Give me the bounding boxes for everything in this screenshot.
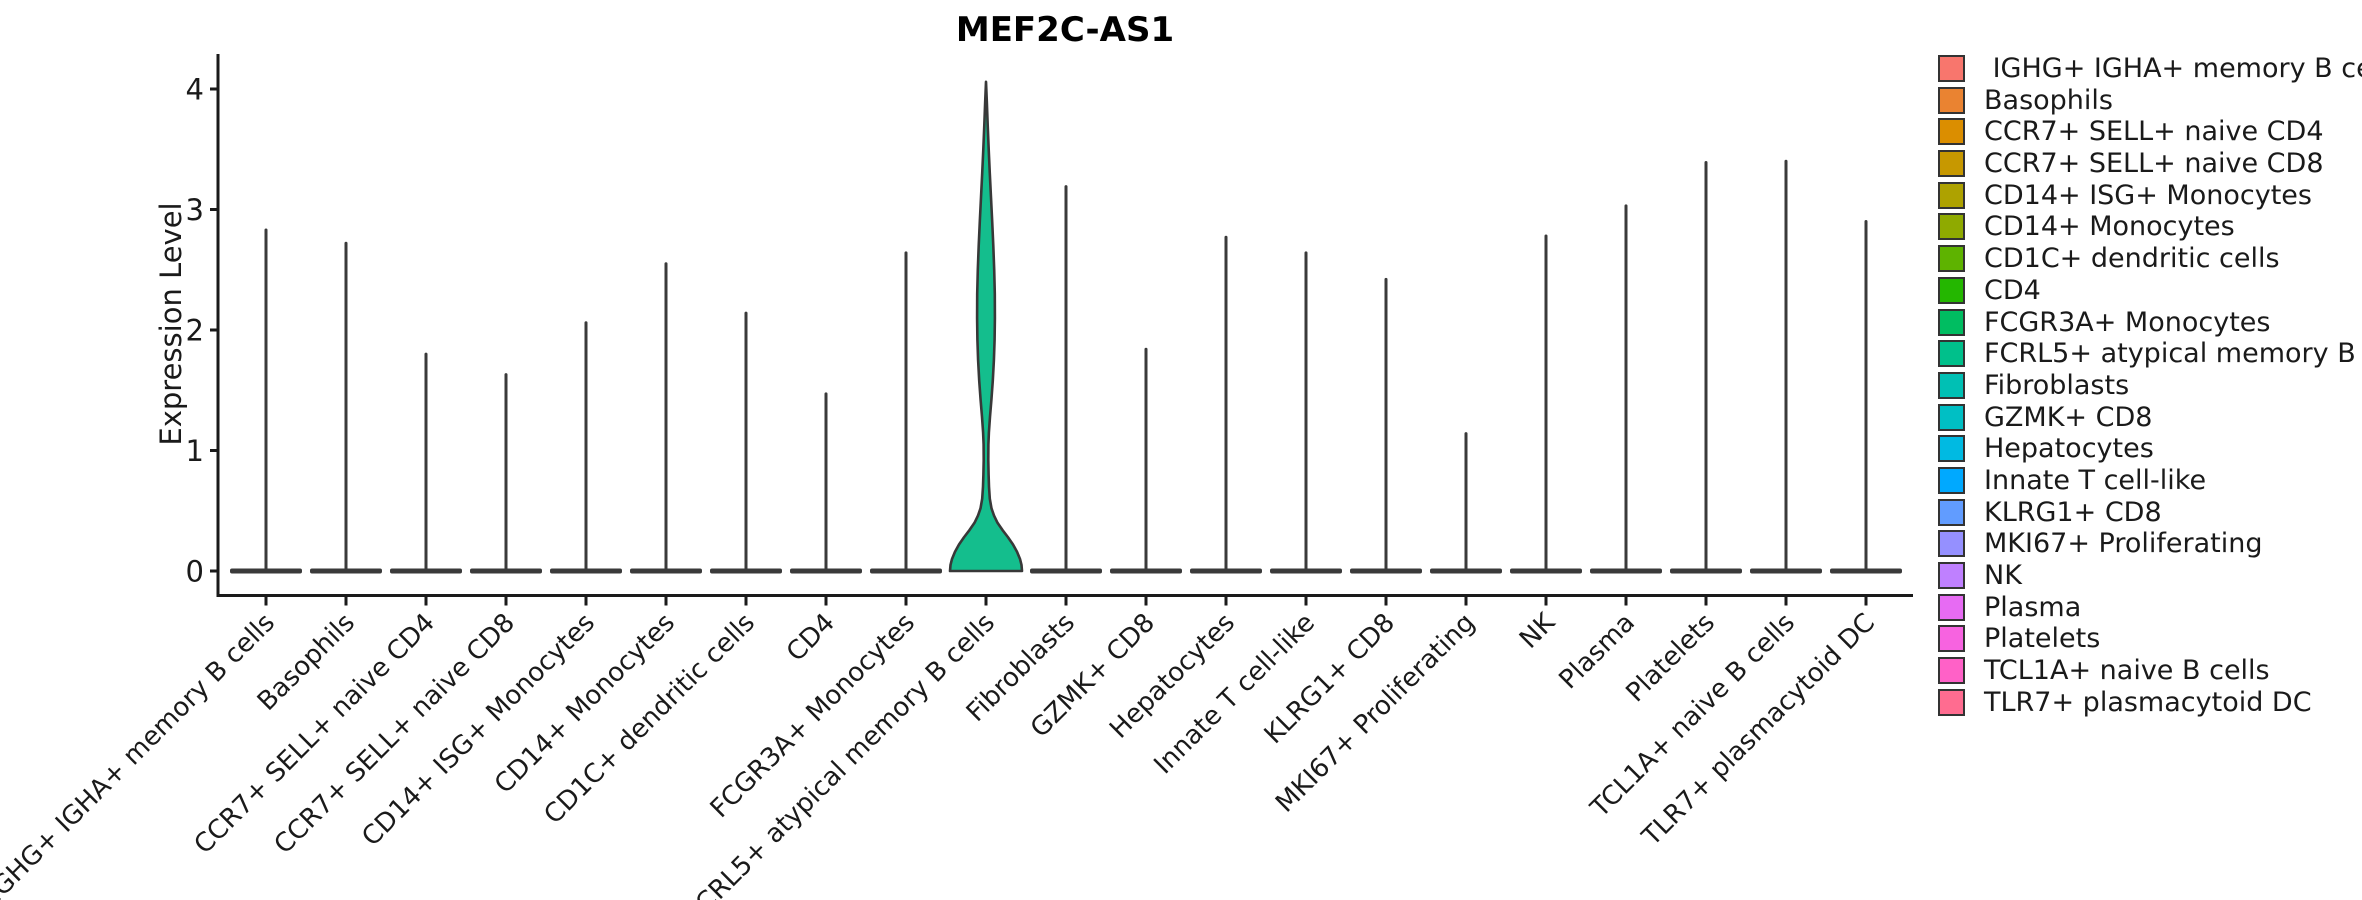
legend-swatch [1938, 86, 1965, 114]
y-tick-label: 4 [186, 72, 204, 106]
legend-label: CCR7+ SELL+ naive CD8 [1984, 148, 2324, 180]
legend-row: CCR7+ SELL+ naive CD8 [1938, 148, 2362, 180]
legend-swatch [1938, 466, 1965, 494]
legend-swatch [1938, 245, 1965, 273]
legend-swatch [1938, 276, 1965, 304]
x-tick-label: CD4 [781, 608, 841, 668]
legend-row: CD14+ ISG+ Monocytes [1938, 179, 2362, 211]
legend-swatch [1938, 181, 1965, 209]
legend-row: CD1C+ dendritic cells [1938, 243, 2362, 275]
legend-swatch [1938, 593, 1965, 621]
legend-label: CCR7+ SELL+ naive CD4 [1984, 116, 2324, 148]
legend-swatch [1938, 371, 1965, 399]
legend-swatch [1938, 340, 1965, 368]
legend-label: Innate T cell-like [1984, 464, 2207, 496]
legend-row: CD14+ Monocytes [1938, 211, 2362, 243]
legend-swatch [1938, 688, 1965, 716]
legend-swatch [1938, 150, 1965, 178]
legend-label: FCRL5+ atypical memory B cells [1984, 338, 2356, 370]
legend-row: IGHG+ IGHA+ memory B cells [1938, 55, 2362, 82]
legend-label: CD4 [1984, 274, 2041, 306]
legend-row: MKI67+ Proliferating [1938, 528, 2362, 560]
y-tick-label: 0 [186, 554, 204, 588]
legend-swatch [1938, 403, 1965, 431]
y-tick-label: 3 [186, 193, 204, 227]
legend-swatch [1938, 308, 1965, 336]
x-tick-label: NK [1514, 607, 1562, 655]
legend-row: Basophils [1938, 84, 2362, 116]
legend-swatch [1938, 498, 1965, 526]
legend-row: NK [1938, 562, 2362, 589]
legend-swatch [1938, 55, 1965, 82]
legend-label: CD14+ Monocytes [1984, 211, 2235, 243]
legend-row: FCRL5+ atypical memory B cells [1938, 338, 2362, 370]
legend: IGHG+ IGHA+ memory B cells Basophils CCR7+… [1938, 55, 2362, 716]
legend-swatch [1938, 118, 1965, 146]
legend-row: Innate T cell-like [1938, 464, 2362, 496]
legend-swatch [1938, 435, 1965, 463]
legend-label: MKI67+ Proliferating [1984, 528, 2263, 560]
y-tick-label: 2 [186, 313, 204, 347]
legend-swatch [1938, 625, 1965, 653]
legend-row: Fibroblasts [1938, 369, 2362, 401]
legend-label: FCGR3A+ Monocytes [1984, 306, 2271, 338]
legend-row: TLR7+ plasmacytoid DC [1938, 686, 2362, 718]
legend-swatch [1938, 530, 1965, 558]
legend-label: Fibroblasts [1984, 369, 2130, 401]
legend-row: CD4 [1938, 274, 2362, 306]
legend-row: CCR7+ SELL+ naive CD4 [1938, 116, 2362, 148]
x-tick-label: IGHG+ IGHA+ memory B cells [0, 608, 281, 900]
legend-label: GZMK+ CD8 [1984, 401, 2153, 433]
legend-row: Plasma [1938, 591, 2362, 623]
legend-label: IGHG+ IGHA+ memory B cells [1984, 53, 2362, 84]
legend-label: Plasma [1984, 591, 2082, 623]
legend-row: Hepatocytes [1938, 433, 2362, 465]
legend-label: KLRG1+ CD8 [1984, 496, 2162, 528]
legend-label: NK [1984, 560, 2022, 591]
legend-label: Hepatocytes [1984, 433, 2154, 465]
legend-row: Platelets [1938, 623, 2362, 655]
legend-swatch [1938, 213, 1965, 241]
legend-label: CD14+ ISG+ Monocytes [1984, 179, 2312, 211]
chart-title: MEF2C-AS1 [955, 10, 1175, 50]
legend-row: KLRG1+ CD8 [1938, 496, 2362, 528]
violin-highlighted [948, 80, 1024, 573]
legend-label: CD1C+ dendritic cells [1984, 243, 2280, 275]
legend-label: TCL1A+ naive B cells [1984, 655, 2270, 687]
legend-swatch [1938, 657, 1965, 685]
legend-label: Basophils [1984, 84, 2113, 116]
legend-row: TCL1A+ naive B cells [1938, 655, 2362, 687]
legend-row: GZMK+ CD8 [1938, 401, 2362, 433]
legend-swatch [1938, 562, 1965, 589]
legend-label: Platelets [1984, 623, 2101, 655]
y-tick-label: 1 [186, 434, 204, 468]
legend-row: FCGR3A+ Monocytes [1938, 306, 2362, 338]
legend-label: TLR7+ plasmacytoid DC [1984, 686, 2312, 718]
